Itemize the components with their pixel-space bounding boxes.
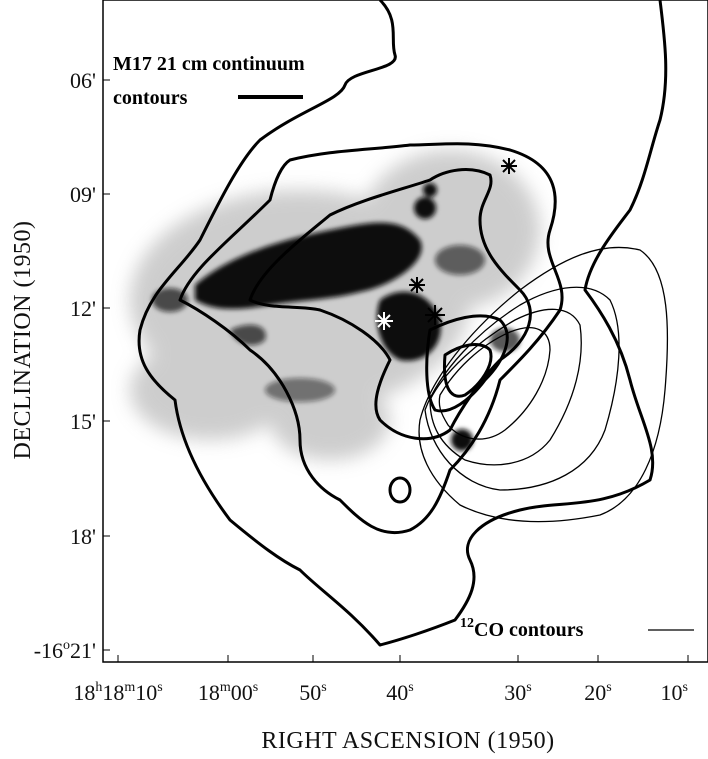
text-part: 50	[299, 680, 321, 705]
superscript: s	[157, 680, 162, 695]
text-part: 18	[73, 680, 95, 705]
x-tick-label: 50s	[299, 680, 326, 705]
superscript: s	[321, 680, 326, 695]
text-part: CO contours	[474, 619, 584, 641]
text-part: 10	[661, 680, 683, 705]
text-part: 40	[386, 680, 408, 705]
contour	[137, 0, 668, 647]
x-ticks: 18h18m10s 18m00s 50s 40s 30s 20s 10s	[73, 655, 689, 705]
x-axis-title: RIGHT ASCENSION (1950)	[261, 728, 554, 754]
contour	[388, 476, 412, 504]
text-part: 00	[231, 680, 253, 705]
x-tick-label: 10s	[661, 680, 688, 705]
x-tick-label: 20s	[584, 680, 611, 705]
star	[501, 158, 517, 174]
map-panel	[102, 0, 708, 663]
text-part: 21'	[70, 638, 96, 663]
x-tick-label: 18h18m10s	[73, 680, 162, 705]
text-part: 18	[198, 680, 220, 705]
y-tick-label: 18'	[70, 524, 96, 549]
contour	[429, 308, 582, 466]
legend-label: 12CO contours	[460, 616, 584, 641]
superscript: 12	[460, 616, 474, 631]
contour	[425, 314, 509, 413]
text-part: 18	[102, 680, 124, 705]
x-tick-label: 40s	[386, 680, 413, 705]
y-tick-label: -16o21'	[34, 638, 96, 663]
y-ticks: 06' 09' 12' 15' 18' -16o21'	[34, 68, 110, 663]
stars	[375, 158, 517, 330]
y-tick-label: 06'	[70, 68, 96, 93]
superscript: s	[253, 680, 258, 695]
superscript: s	[606, 680, 611, 695]
contour	[418, 246, 669, 523]
superscript: o	[63, 638, 70, 653]
star	[409, 277, 425, 293]
contour	[424, 286, 620, 491]
bright-emission	[152, 183, 520, 451]
x-tick-label: 30s	[504, 680, 531, 705]
superscript: m	[220, 680, 231, 695]
star	[375, 312, 393, 330]
y-axis-title: DECLINATION (1950)	[10, 221, 36, 460]
text-part: 10	[135, 680, 157, 705]
contour	[438, 327, 551, 440]
x-tick-label: 18m00s	[198, 680, 258, 705]
y-tick-label: 09'	[70, 182, 96, 207]
superscript: m	[124, 680, 135, 695]
legend-label: contours	[113, 87, 188, 109]
star	[425, 305, 445, 325]
y-tick-label: 15'	[70, 409, 96, 434]
text-part: 20	[584, 680, 606, 705]
co-contours	[418, 246, 669, 523]
superscript: s	[408, 680, 413, 695]
co-legend: 12CO contours	[460, 616, 694, 641]
superscript: s	[526, 680, 531, 695]
text-part: -16	[34, 638, 63, 663]
text-part: 30	[504, 680, 526, 705]
superscript: s	[683, 680, 688, 695]
continuum-legend: M17 21 cm continuum contours	[113, 53, 305, 109]
y-tick-label: 12'	[70, 296, 96, 321]
legend-title: M17 21 cm continuum	[113, 53, 305, 75]
superscript: h	[95, 680, 102, 695]
